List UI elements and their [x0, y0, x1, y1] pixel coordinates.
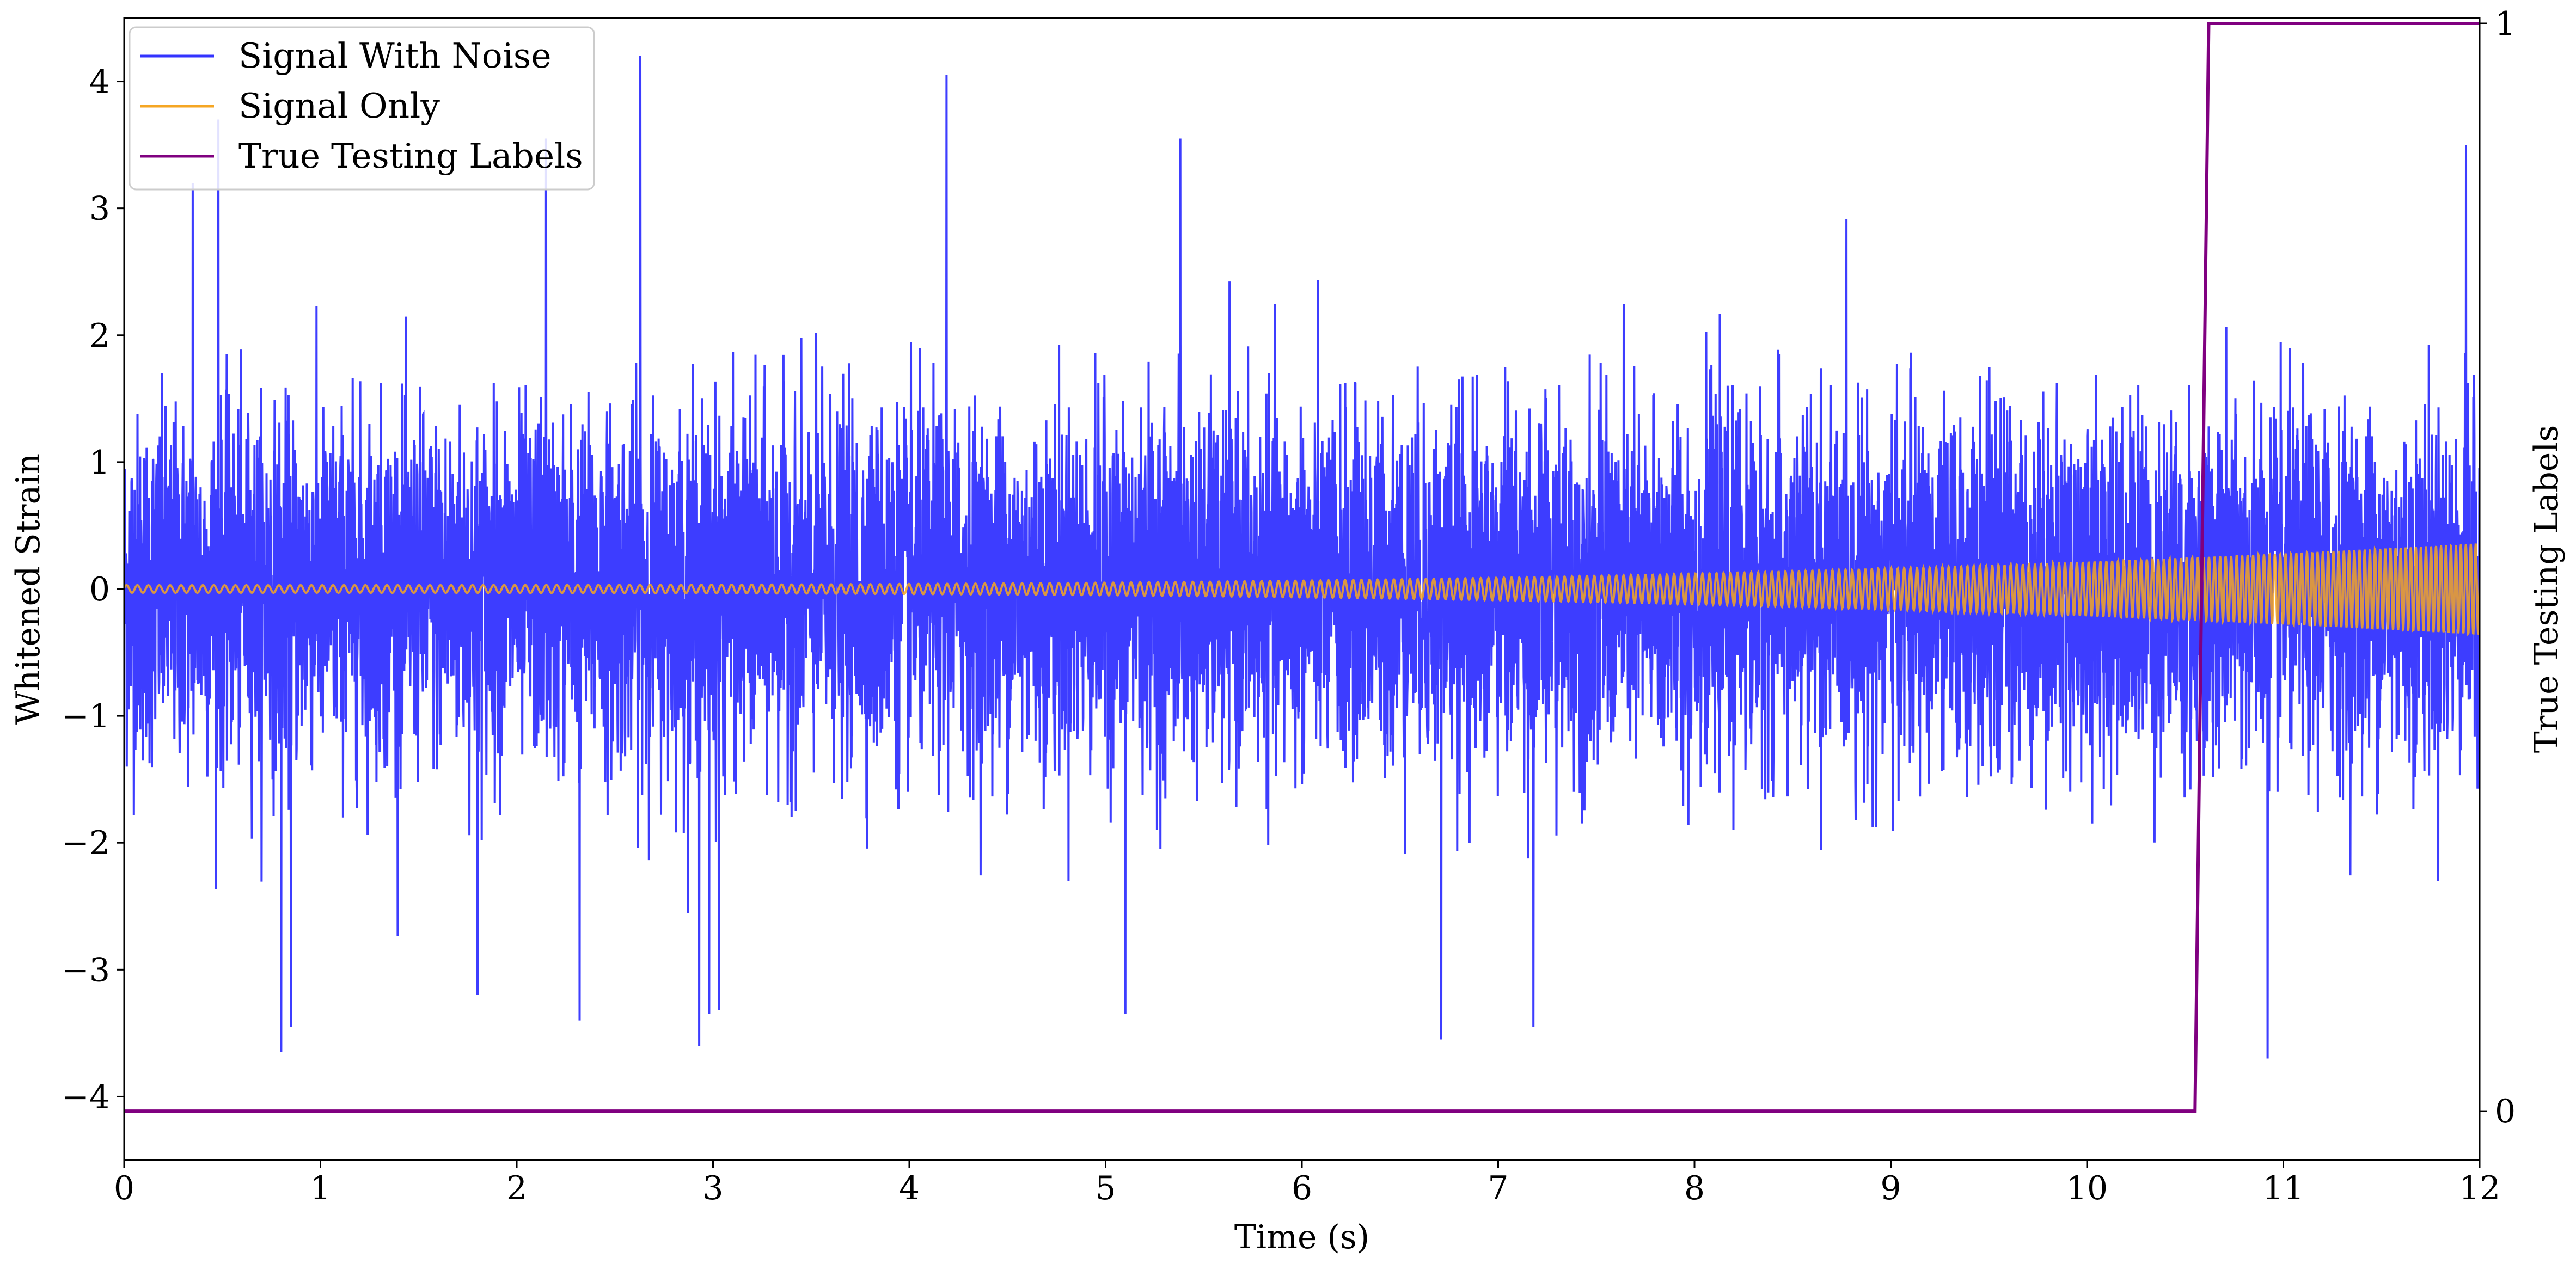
series-layer	[124, 22, 2480, 1113]
x-axis-title: Time (s)	[1234, 1218, 1369, 1256]
x-tick-label: 11	[2262, 1169, 2304, 1207]
y-tick-label: 0	[89, 570, 110, 609]
legend-label-signal-only: Signal Only	[238, 86, 440, 126]
y-tick-label: −2	[62, 824, 110, 862]
x-tick-label: 10	[2066, 1169, 2108, 1207]
x-tick-label: 8	[1684, 1169, 1705, 1207]
x-tick-label: 3	[702, 1169, 723, 1207]
x-tick-label: 1	[310, 1169, 331, 1207]
y-axis-title: Whitened Strain	[9, 453, 47, 725]
y-tick-label: −1	[62, 697, 110, 735]
series-line-signal-only	[124, 543, 2480, 636]
legend-label-signal-with-noise: Signal With Noise	[238, 36, 551, 76]
y-tick-label: −3	[62, 951, 110, 989]
y-tick-label: 3	[89, 190, 110, 228]
legend: Signal With Noise Signal Only True Testi…	[129, 26, 595, 191]
y-tick-label: 1	[89, 444, 110, 482]
y-tick-label: 2	[89, 317, 110, 355]
y2-tick-label: 1	[2495, 5, 2516, 43]
series-line-true-testing-labels	[124, 22, 2480, 1113]
x-tick-label: 6	[1292, 1169, 1312, 1207]
x-tick-label: 0	[114, 1169, 134, 1207]
x-tick-label: 9	[1880, 1169, 1901, 1207]
y-tick-label: −4	[62, 1078, 110, 1116]
x-tick-label: 7	[1488, 1169, 1508, 1207]
y-tick-label: 4	[89, 63, 110, 101]
legend-box	[129, 26, 595, 191]
x-tick-label: 5	[1095, 1169, 1116, 1207]
x-tick-label: 4	[899, 1169, 920, 1207]
legend-label-true-testing-labels: True Testing Labels	[238, 136, 583, 176]
x-tick-label: 12	[2459, 1169, 2500, 1207]
x-tick-label: 2	[506, 1169, 527, 1207]
y2-axis-title: True Testing Labels	[2528, 425, 2566, 753]
y2-tick-label: 0	[2495, 1093, 2516, 1131]
